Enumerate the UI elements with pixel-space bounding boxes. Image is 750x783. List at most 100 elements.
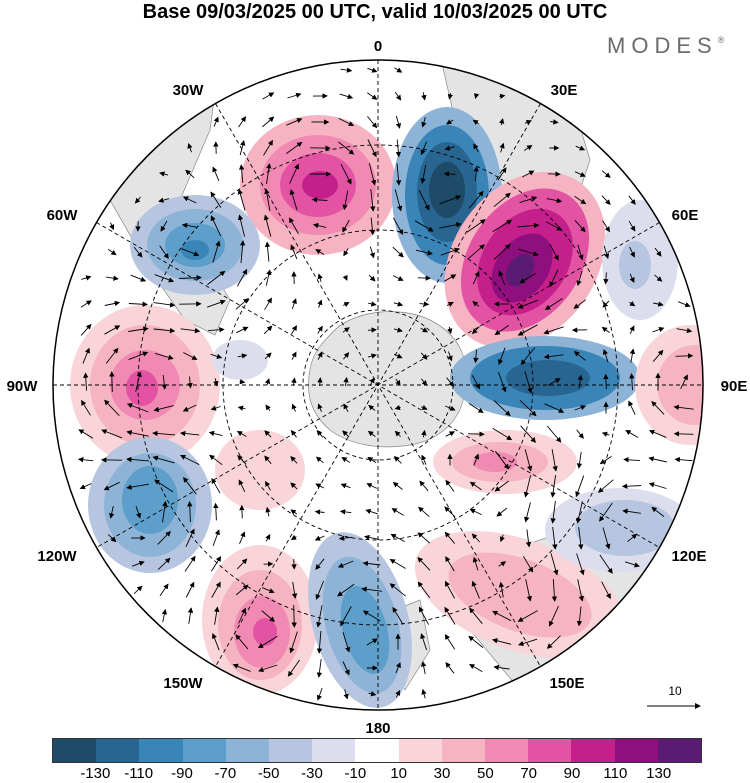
wind-arrow-icon xyxy=(315,483,325,489)
wind-arrow-icon xyxy=(208,430,223,437)
wind-arrow-icon xyxy=(82,347,90,364)
wind-arrow-icon xyxy=(627,533,638,543)
wind-arrow-icon xyxy=(152,455,175,464)
wind-arrow-icon xyxy=(673,404,694,411)
wind-arrow-icon xyxy=(520,425,537,443)
wind-arrow-icon xyxy=(652,326,665,333)
wind-arrow-icon xyxy=(549,243,559,261)
wind-arrow-icon xyxy=(211,632,220,651)
wind-arrow-icon xyxy=(265,533,271,542)
wind-arrow-icon xyxy=(498,561,507,567)
wind-arrow-icon xyxy=(602,527,611,550)
lon-label-90e: 90E xyxy=(721,378,748,395)
wind-arrow-icon xyxy=(652,349,664,362)
wind-arrow-icon xyxy=(498,270,506,285)
wind-arrow-icon xyxy=(445,431,455,437)
wind-arrow-icon xyxy=(524,371,533,394)
wind-arrow-icon xyxy=(236,558,248,570)
colorbar-label: -70 xyxy=(214,765,237,782)
wind-arrow-icon xyxy=(291,377,297,386)
wind-arrow-icon xyxy=(368,163,377,186)
wind-arrow-icon xyxy=(214,606,220,625)
wind-arrow-icon xyxy=(158,197,170,203)
wind-arrow-icon xyxy=(629,246,635,258)
wind-arrow-icon xyxy=(469,663,483,672)
lon-label-180: 180 xyxy=(365,720,390,735)
wind-arrow-icon xyxy=(421,429,427,438)
colorbar-swatch xyxy=(96,739,140,762)
wind-arrow-icon xyxy=(519,400,537,417)
wind-arrow-icon xyxy=(446,119,454,125)
wind-arrow-icon xyxy=(550,553,559,576)
wind-arrow-icon xyxy=(340,606,352,627)
colorbar-swatch xyxy=(53,739,97,762)
wind-arrow-icon xyxy=(128,351,149,361)
wind-arrow-icon xyxy=(342,661,350,676)
wind-arrow-icon xyxy=(315,249,325,255)
wind-arrow-icon xyxy=(629,348,636,363)
page-title: Base 09/03/2025 00 UTC, valid 10/03/2025… xyxy=(142,1,608,23)
colorbar-swatch xyxy=(269,739,313,762)
wind-arrow-icon xyxy=(623,457,640,463)
wind-arrow-icon xyxy=(389,559,406,569)
wind-arrow-icon xyxy=(368,404,376,411)
wind-arrow-icon xyxy=(159,583,169,597)
wind-arrow-icon xyxy=(128,301,148,307)
wind-arrow-icon xyxy=(235,298,249,310)
wind-arrow-icon xyxy=(391,508,404,516)
wind-arrow-icon xyxy=(472,556,479,571)
wind-arrow-icon xyxy=(238,607,247,624)
wind-arrow-icon xyxy=(343,248,349,257)
colorbar-swatch xyxy=(571,739,615,762)
wind-arrow-icon xyxy=(418,506,430,518)
brand-text: MODES xyxy=(607,33,718,58)
wind-arrow-icon xyxy=(368,301,377,307)
wind-arrow-icon xyxy=(237,455,247,465)
colorbar-label: -10 xyxy=(344,765,367,782)
wind-arrow-icon xyxy=(603,272,609,285)
wind-arrow-icon xyxy=(393,455,402,464)
wind-arrow-icon xyxy=(289,163,299,184)
wind-arrow-icon xyxy=(289,189,298,211)
wind-arrow-icon xyxy=(468,431,485,437)
wind-arrow-icon xyxy=(237,214,245,237)
wind-arrow-icon xyxy=(236,431,247,437)
wind-arrow-icon xyxy=(367,456,377,463)
wind-arrow-icon xyxy=(154,352,174,360)
wind-arrow-icon xyxy=(134,196,141,204)
wind-arrow-icon xyxy=(420,378,428,386)
wind-arrow-icon xyxy=(499,534,505,543)
wind-arrow-icon xyxy=(576,553,585,576)
wind-arrow-icon xyxy=(544,298,563,310)
colorbar-swatch xyxy=(485,739,529,762)
wind-arrow-icon xyxy=(499,142,505,153)
wind-arrow-icon xyxy=(473,349,479,364)
wind-arrow-icon xyxy=(290,534,297,540)
wind-arrow-icon xyxy=(317,351,323,360)
wind-arrow-icon xyxy=(395,662,401,674)
wind-arrow-icon xyxy=(185,528,195,547)
wind-arrow-icon xyxy=(316,630,323,654)
wind-arrow-icon xyxy=(317,273,323,282)
wind-arrow-icon xyxy=(549,269,559,288)
wind-arrow-icon xyxy=(498,581,505,598)
wind-arrow-icon xyxy=(239,140,246,156)
wind-arrow-icon xyxy=(444,634,456,650)
wind-arrow-icon xyxy=(369,377,375,387)
wind-arrow-icon xyxy=(211,555,222,572)
wind-arrow-icon xyxy=(265,269,272,286)
colorbar-swatch xyxy=(441,739,486,762)
wind-arrow-icon xyxy=(393,301,404,307)
wind-arrow-icon xyxy=(291,325,297,335)
wind-arrow-icon xyxy=(265,480,271,491)
wind-arrow-icon xyxy=(602,348,609,363)
wind-arrow-icon xyxy=(394,404,401,411)
wind-arrow-icon xyxy=(340,67,353,73)
lon-label-120e: 120E xyxy=(671,548,706,565)
wind-arrow-icon xyxy=(263,214,272,237)
wind-arrow-icon xyxy=(550,501,556,524)
wind-arrow-icon xyxy=(392,217,404,235)
wind-arrow-icon xyxy=(261,610,275,622)
wind-arrow-icon xyxy=(622,508,641,515)
wind-arrow-icon xyxy=(392,246,404,258)
